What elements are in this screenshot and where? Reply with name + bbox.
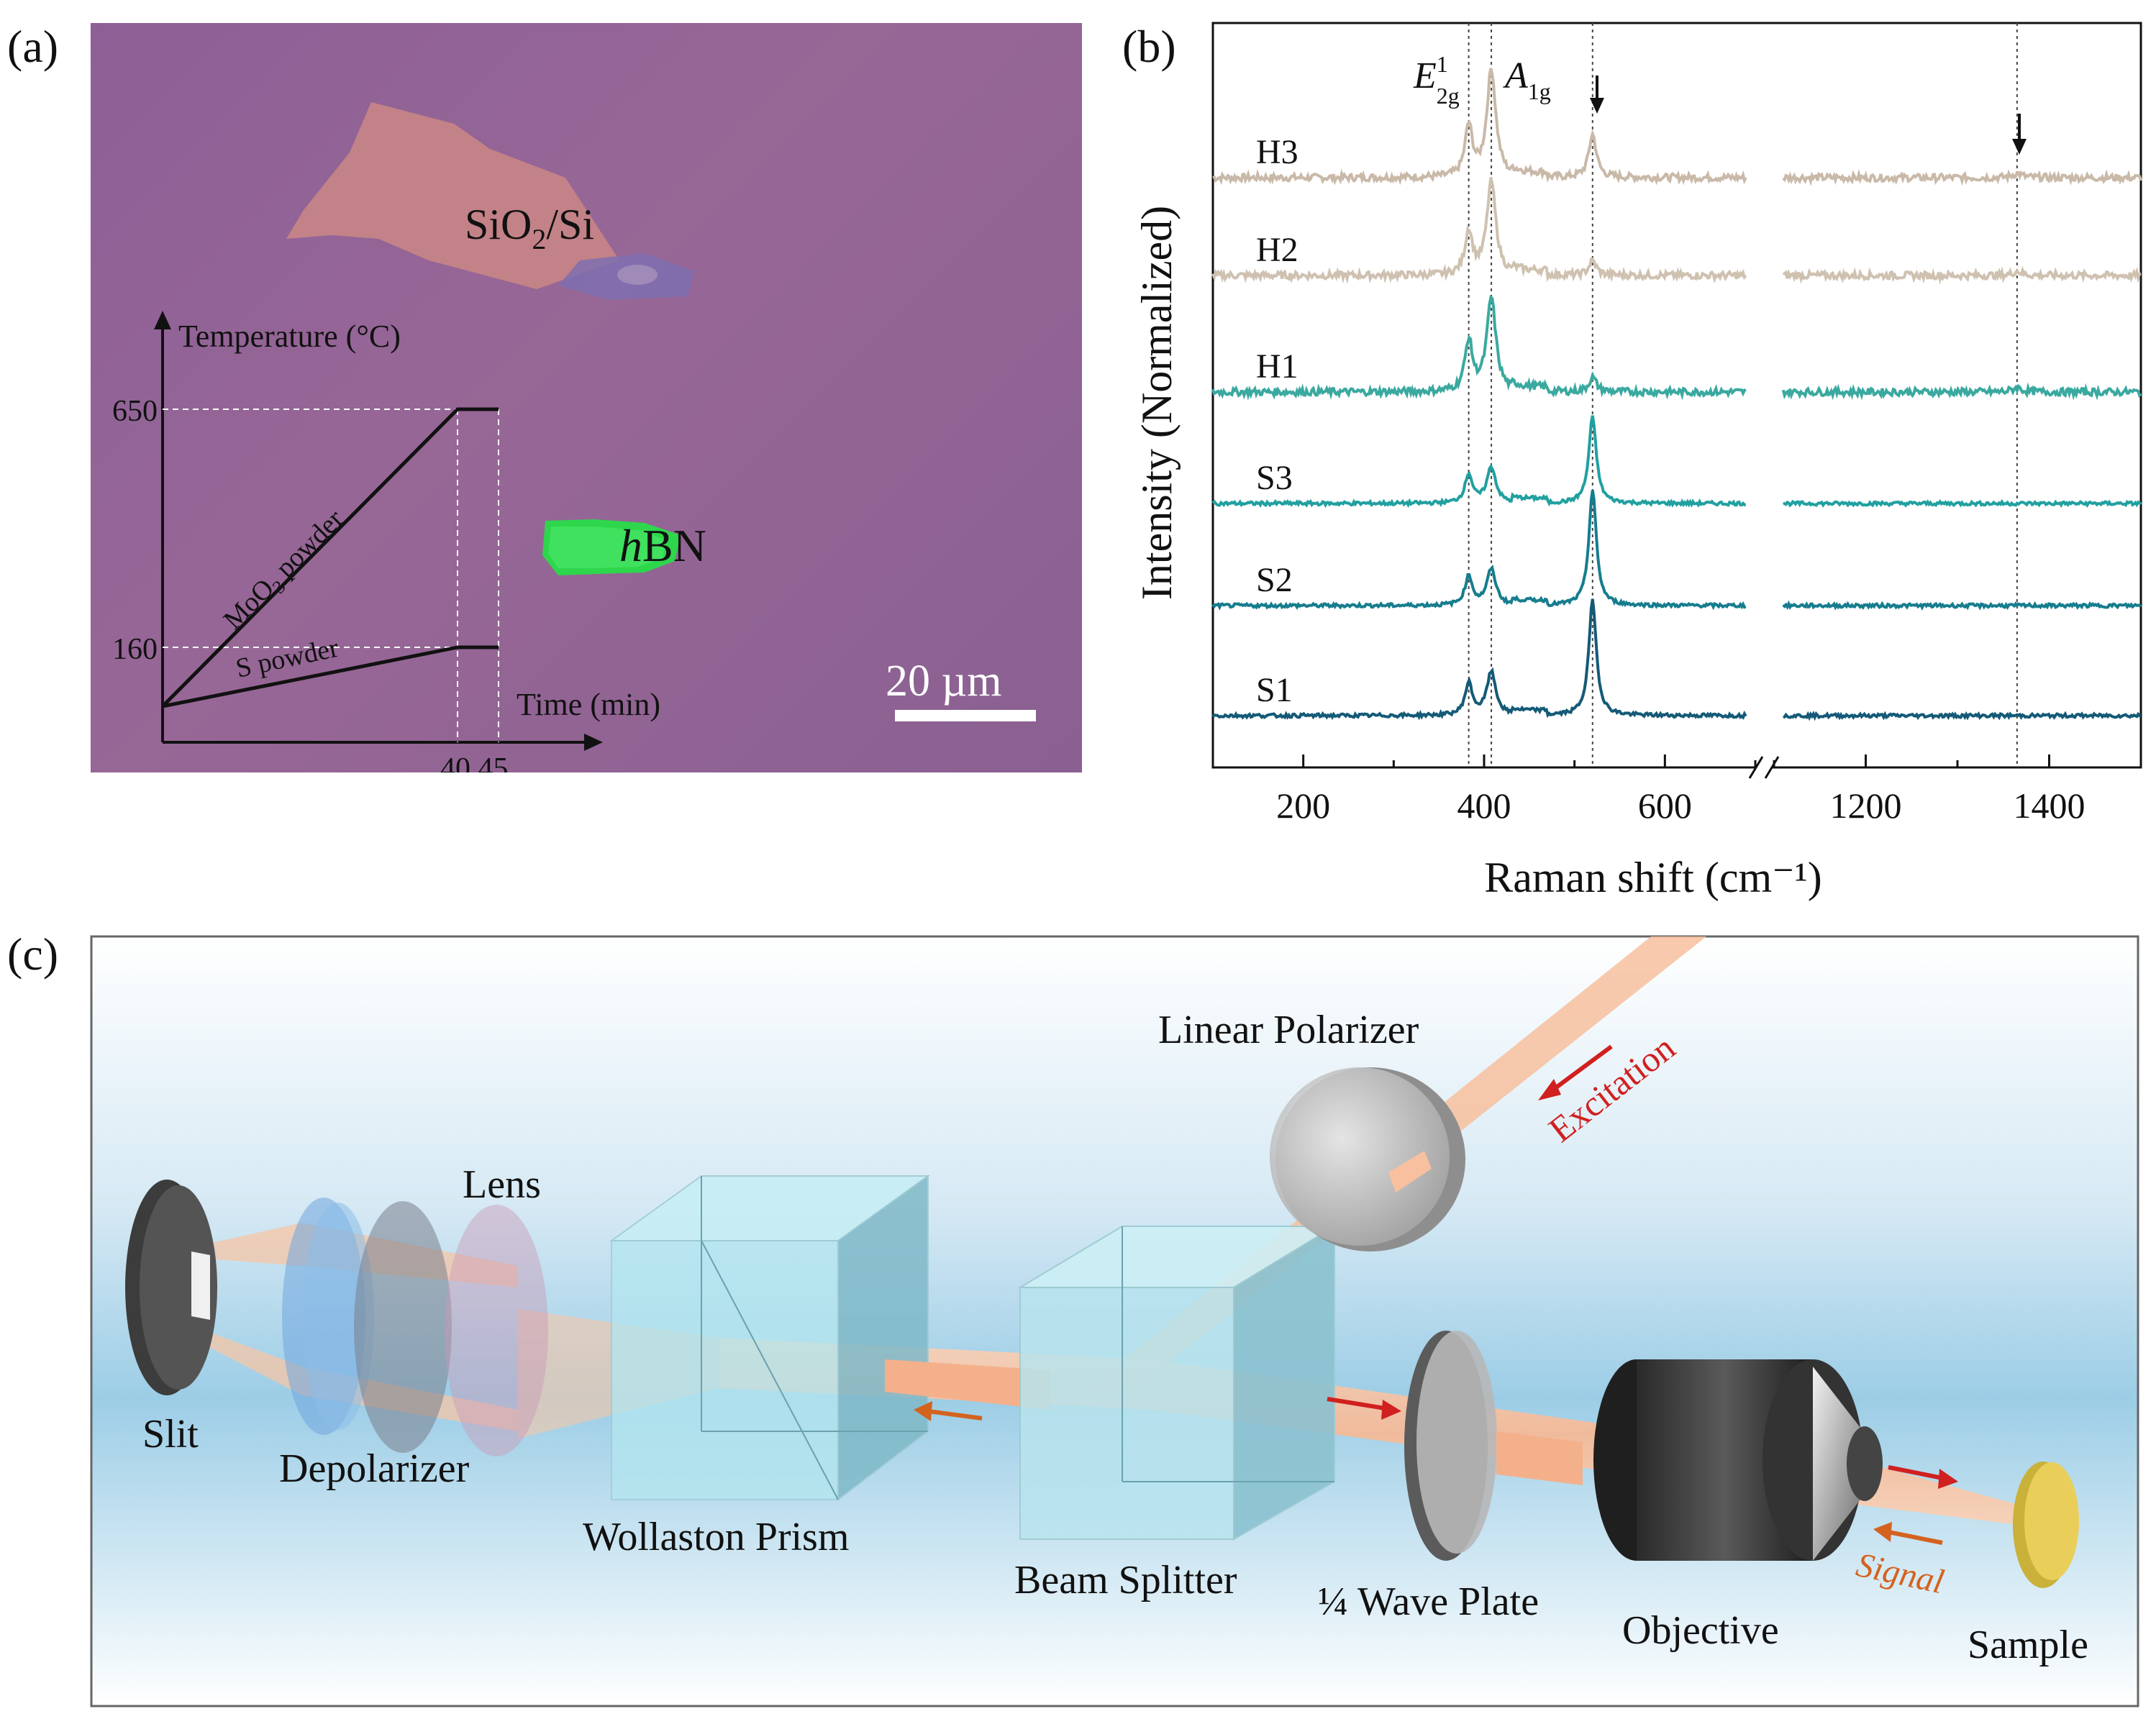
e2g-label: E1 2g [1413,51,1460,109]
raman-chart: 200 400 600 1200 1400 H3 H2 H1 S3 S2 S1 Raman shi… [1133,22,2142,901]
series-S3-right [1783,498,2142,509]
series-label-H1: H1 [1256,347,1298,386]
panel-label-c: (c) [7,929,59,980]
raman-ticks: 200 400 600 1200 1400 [1211,754,2142,826]
slit-label: Slit [142,1412,199,1456]
panel-label-b: (b) [1122,21,1176,72]
hbn-flake-highlight [548,526,666,568]
series-H2-right [1782,265,2142,285]
series-S1-left [1211,598,1747,721]
series-H3-left [1212,68,1747,186]
series-label-S3: S3 [1256,459,1293,497]
inset-tick-160: 160 [112,633,158,666]
series-label-H3: H3 [1256,133,1298,171]
inset-x-arrow [584,734,603,751]
hbn-label: hBN [619,520,706,571]
axis-break-mark-2 [1764,756,1780,779]
arrow-1365 [2012,114,2027,155]
x-tick-label-1200: 1200 [1830,785,1902,826]
linear-polarizer-label: Linear Polarizer [1158,1008,1419,1052]
series-S3-left [1211,415,1747,509]
scale-bar [895,710,1036,721]
scale-bar-label: 20 µm [886,657,1001,706]
sample-label: Sample [1968,1623,2088,1667]
lens-label: Lens [463,1162,541,1207]
series-label-S2: S2 [1256,561,1293,599]
objective-label: Objective [1622,1608,1779,1653]
series-H1-left [1211,294,1747,401]
micrograph-svg: SiO2/Si hBN 20 µm Temperature (°C) Time … [112,102,1036,772]
x-tick-label-200: 200 [1276,785,1330,826]
series-S2-left [1211,490,1747,611]
inset-tick-650: 650 [112,395,158,428]
s-profile [162,645,499,708]
wave-plate-label: ¼ Wave Plate [1318,1579,1539,1624]
a1g-label: A1g [1503,55,1551,104]
series-H2-left [1211,177,1747,284]
series-label-H2: H2 [1256,231,1298,269]
wollaston-label: Wollaston Prism [583,1515,849,1559]
sio2-label: SiO2/Si [465,201,594,255]
raman-y-title: Intensity (Normalized) [1133,206,1181,600]
inset-y-title: Temperature (°C) [178,319,401,354]
series-label-S1: S1 [1256,671,1293,709]
depolarizer-label: Depolarizer [279,1446,470,1491]
series-S2-right [1782,600,2142,611]
moo3-profile [161,407,499,708]
panel-label-a: (a) [7,21,59,72]
signal-label: Signal [1853,1546,1947,1601]
x-tick-label-1400: 1400 [2014,785,2086,826]
raman-x-title: Raman shift (cm⁻¹) [1484,854,1822,901]
series-H3-right [1782,168,2142,186]
excitation-label: Excitation [1541,1027,1682,1150]
sio2-region [286,102,619,289]
beam-splitter-label: Beam Splitter [1014,1558,1237,1602]
series-H1-right [1781,382,2142,401]
micrograph: SiO2/Si hBN 20 µm Temperature (°C) Time … [91,23,1082,772]
raman-series: H3 H2 H1 S3 S2 S1 [1211,68,2142,721]
inset-x-title: Time (min) [517,687,660,722]
series-S1-right [1783,711,2141,721]
inset-tick-40-45: 40 45 [440,752,509,772]
arrow-520 [1590,76,1604,114]
x-tick-label-400: 400 [1457,785,1511,826]
x-tick-label-600: 600 [1638,785,1692,826]
flake-residue-dot [617,265,658,285]
inset-y-arrow [154,311,171,329]
